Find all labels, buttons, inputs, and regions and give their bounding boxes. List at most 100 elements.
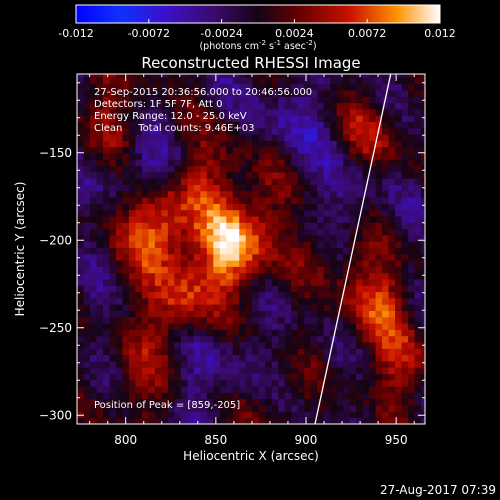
heatmap-cell [167,90,175,97]
heatmap-cell [245,197,253,204]
heatmap-cell [83,354,91,362]
heatmap-cell [128,342,136,349]
heatmap-cell [258,361,266,368]
heatmap-cell [239,379,247,387]
heatmap-cell [245,115,253,122]
heatmap-cell [317,405,325,412]
heatmap-cell [200,272,208,280]
heatmap-cell [395,203,402,211]
heatmap-cell [180,146,188,154]
heatmap-cell [252,83,260,91]
heatmap-cell [336,190,344,198]
heatmap-cell [193,228,201,236]
heatmap-cell [284,102,292,110]
heatmap-cell [219,228,227,236]
heatmap-cell [167,310,175,318]
heatmap-cell [174,197,182,204]
heatmap-cell [297,260,305,267]
heatmap-cell [187,373,195,381]
heatmap-cell [330,121,338,129]
heatmap-cell [187,386,195,393]
heatmap-cell [213,335,221,343]
heatmap-cell [336,323,344,330]
heatmap-cell [148,209,156,217]
heatmap-cell [414,348,422,356]
heatmap-cell [284,153,292,160]
heatmap-cell [232,109,240,116]
heatmap-cell [102,279,110,286]
heatmap-cell [193,386,201,393]
heatmap-cell [408,241,415,248]
heatmap-cell [187,209,195,217]
heatmap-cell [414,241,422,248]
heatmap-cell [245,329,253,337]
heatmap-cell [232,83,240,91]
heatmap-cell [102,367,110,374]
heatmap-cell [245,285,253,293]
heatmap-cell [258,379,266,387]
heatmap-cell [330,90,338,97]
annotation-peak-position: Position of Peak = [859,-205] [94,400,240,411]
heatmap-cell [115,279,123,286]
heatmap-cell [148,197,156,204]
heatmap-cell [271,329,279,337]
heatmap-cell [343,411,351,419]
heatmap-cell [310,354,318,362]
heatmap-cell [336,266,344,274]
heatmap-cell [83,134,91,141]
heatmap-cell [141,178,149,185]
heatmap-cell [375,379,383,387]
heatmap-cell [200,304,208,311]
heatmap-cell [213,398,221,406]
heatmap-cell [395,83,402,91]
heatmap-cell [213,165,221,173]
heatmap-cell [200,228,208,236]
heatmap-cell [252,361,260,368]
heatmap-cell [102,209,110,217]
heatmap-cell [310,178,318,185]
heatmap-cell [239,411,247,419]
annotation-energy-range: Energy Range: 12.0 - 25.0 keV [94,111,247,122]
heatmap-cell [89,74,97,78]
heatmap-cell [154,146,162,154]
heatmap-cell [265,298,273,305]
heatmap-cell [297,134,305,141]
heatmap-cell [362,146,370,154]
heatmap-cell [304,342,312,349]
heatmap-cell [343,266,351,274]
heatmap-cell [356,235,364,242]
heatmap-cell [375,165,383,173]
heatmap-cell [226,209,234,217]
heatmap-cell [388,398,396,406]
heatmap-cell [356,260,364,267]
heatmap-cell [187,417,195,424]
heatmap-cell [174,153,182,160]
heatmap-cell [77,266,84,274]
heatmap-cell [401,279,409,286]
heatmap-cell [388,335,396,343]
heatmap-cell [128,279,136,286]
heatmap-cell [200,115,208,122]
heatmap-cell [284,392,292,400]
heatmap-cell [401,216,409,223]
heatmap-cell [297,323,305,330]
heatmap-cell [297,96,305,104]
heatmap-cell [83,386,91,393]
heatmap-cell [128,77,136,85]
heatmap-cell [252,134,260,141]
heatmap-cell [206,392,214,400]
heatmap-cell [148,260,156,267]
heatmap-cell [408,203,415,211]
heatmap-cell [414,398,422,406]
heatmap-cell [109,178,117,185]
heatmap-cell [232,197,240,204]
heatmap-cell [187,310,195,318]
heatmap-cell [102,127,110,135]
heatmap-cell [83,247,91,255]
y-tick-label: −200 [39,233,72,247]
heatmap-cell [148,178,156,185]
heatmap-cell [304,197,312,204]
heatmap-cell [96,115,104,122]
heatmap-cell [304,405,312,412]
heatmap-cell [102,140,110,148]
